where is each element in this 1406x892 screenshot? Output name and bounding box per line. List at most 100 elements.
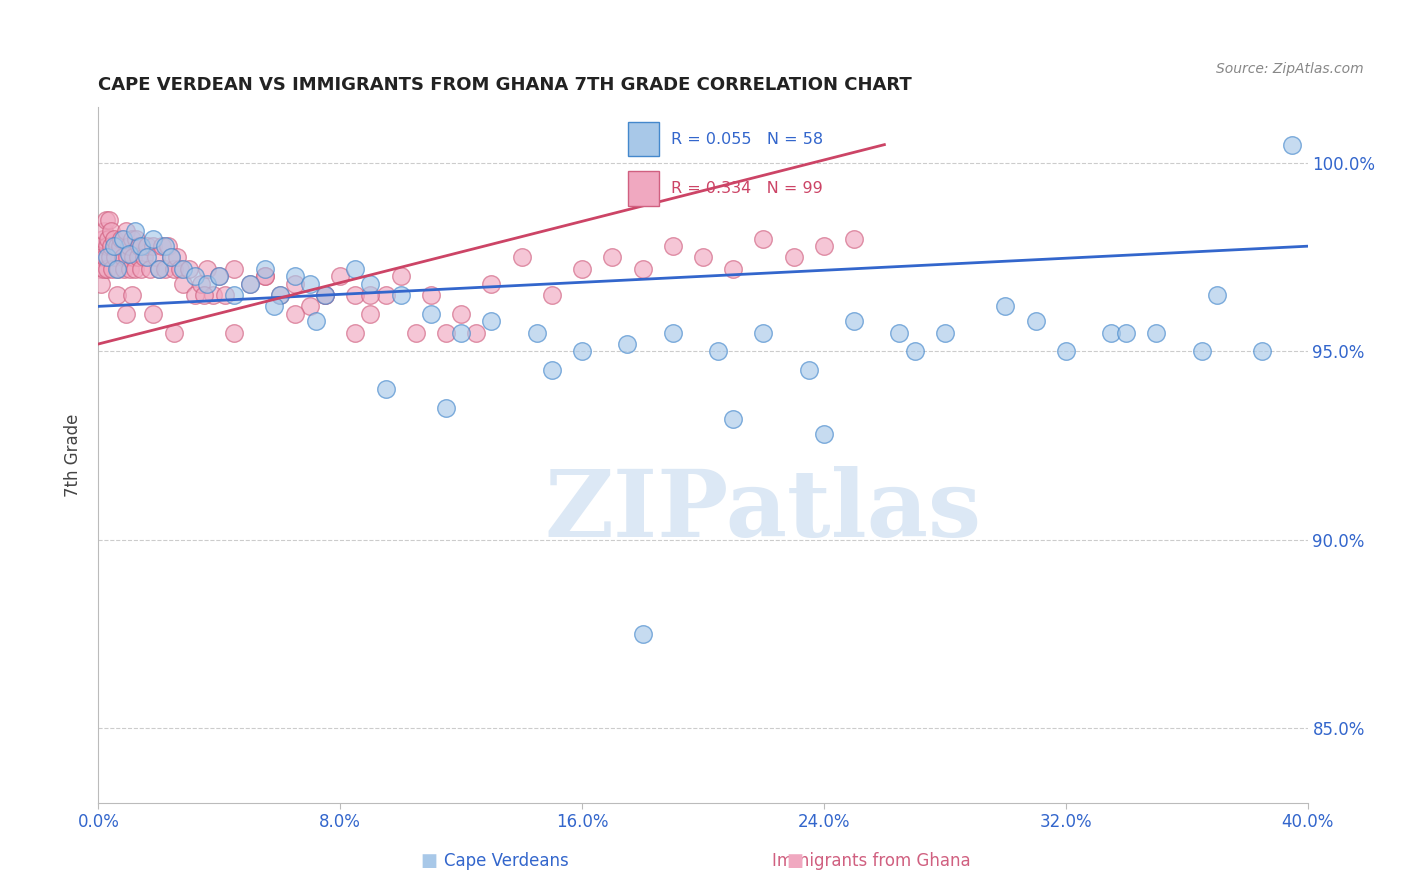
Point [120, 261, 142, 276]
Point [139, 261, 162, 276]
Bar [628, 122, 659, 156]
Point [263, 299, 285, 313]
Text: R = 0.055   N = 58: R = 0.055 N = 58 [671, 132, 824, 147]
Point [284, 307, 307, 321]
Point [374, 382, 396, 396]
Point [797, 363, 820, 377]
Y-axis label: 7th Grade: 7th Grade [65, 413, 83, 497]
Point [239, 277, 262, 291]
Point [93, 224, 115, 238]
Point [124, 224, 146, 238]
Point [510, 251, 533, 265]
Point [90, 239, 112, 253]
Point [723, 261, 745, 276]
Text: Source: ZipAtlas.com: Source: ZipAtlas.com [1216, 62, 1364, 77]
Point [269, 288, 291, 302]
Point [105, 288, 128, 302]
Point [752, 326, 775, 340]
Point [202, 288, 225, 302]
Point [208, 269, 231, 284]
Point [616, 337, 638, 351]
Point [94, 251, 117, 265]
Point [420, 307, 443, 321]
Point [91, 232, 114, 246]
Point [160, 251, 183, 265]
Point [172, 261, 194, 276]
Point [434, 401, 457, 415]
Point [96, 239, 118, 253]
Point [184, 288, 207, 302]
Point [100, 239, 122, 253]
Point [89, 261, 111, 276]
Point [360, 277, 382, 291]
Point [253, 269, 276, 284]
Point [239, 277, 262, 291]
Point [434, 326, 457, 340]
Point [1206, 288, 1229, 302]
Point [97, 232, 120, 246]
Point [752, 232, 775, 246]
Point [107, 261, 129, 276]
Point [135, 239, 157, 253]
Point [156, 239, 179, 253]
Point [692, 251, 714, 265]
Point [193, 288, 215, 302]
Point [1115, 326, 1137, 340]
Point [103, 232, 125, 246]
Point [224, 326, 246, 340]
Point [1281, 137, 1303, 152]
Point [125, 232, 148, 246]
Bar [628, 171, 659, 206]
Point [450, 326, 472, 340]
Point [111, 232, 134, 246]
Point [110, 232, 132, 246]
Point [1099, 326, 1122, 340]
Point [405, 326, 427, 340]
Point [1024, 314, 1046, 328]
Point [169, 261, 191, 276]
Point [190, 277, 212, 291]
Point [889, 326, 911, 340]
Point [1191, 344, 1213, 359]
Text: CAPE VERDEAN VS IMMIGRANTS FROM GHANA 7TH GRADE CORRELATION CHART: CAPE VERDEAN VS IMMIGRANTS FROM GHANA 7T… [98, 77, 912, 95]
Point [118, 239, 141, 253]
Point [844, 314, 866, 328]
Point [253, 269, 276, 284]
Point [96, 251, 118, 265]
Point [111, 251, 134, 265]
Point [148, 261, 170, 276]
Point [1251, 344, 1274, 359]
Point [299, 277, 322, 291]
Point [526, 326, 548, 340]
Point [631, 261, 654, 276]
Point [103, 239, 125, 253]
Point [631, 626, 654, 640]
Point [195, 261, 218, 276]
Point [844, 232, 866, 246]
Point [108, 239, 131, 253]
Point [420, 288, 443, 302]
Point [179, 261, 201, 276]
Point [163, 326, 186, 340]
Point [121, 232, 143, 246]
Text: R = 0.334   N = 99: R = 0.334 N = 99 [671, 181, 823, 196]
Point [127, 251, 149, 265]
Point [904, 344, 927, 359]
Point [269, 288, 291, 302]
Point [481, 277, 503, 291]
Point [299, 299, 322, 313]
Point [104, 251, 127, 265]
Point [184, 269, 207, 284]
Point [224, 288, 246, 302]
Point [114, 224, 136, 238]
Point [707, 344, 730, 359]
Point [142, 232, 165, 246]
Point [105, 261, 128, 276]
Text: Cape Verdeans: Cape Verdeans [444, 852, 568, 870]
Point [90, 277, 112, 291]
Point [132, 251, 155, 265]
Point [360, 288, 382, 302]
Point [813, 239, 835, 253]
Point [540, 288, 562, 302]
Point [344, 288, 367, 302]
